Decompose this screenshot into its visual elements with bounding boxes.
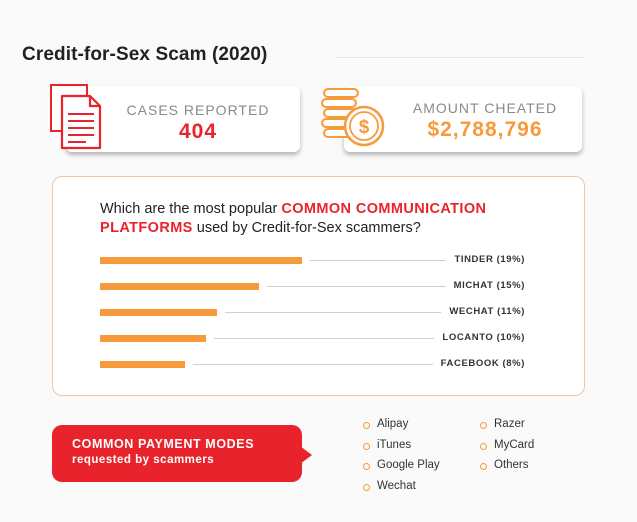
bar-wechat xyxy=(100,309,217,316)
bullet-icon xyxy=(480,422,487,429)
bar-label-locanto: LOCANTO (10%) xyxy=(442,332,525,343)
page-title: Credit-for-Sex Scam (2020) xyxy=(22,44,268,65)
chart-question: Which are the most popular COMMON COMMUN… xyxy=(100,200,560,238)
document-icon xyxy=(50,84,102,150)
question-highlight: COMMON COMMUNICATION PLATFORMS xyxy=(100,201,487,236)
cases-card xyxy=(66,86,300,152)
bullet-icon xyxy=(363,463,370,470)
bar-locanto xyxy=(100,335,207,342)
bar-leader-line xyxy=(193,364,433,365)
payment-mode-item: Alipay xyxy=(377,418,409,430)
bar-tinder xyxy=(100,257,302,264)
payment-mode-item: MyCard xyxy=(494,438,535,451)
bullet-icon xyxy=(480,463,487,470)
bar-facebook xyxy=(100,361,185,368)
coin-stack-icon: $ xyxy=(321,88,385,147)
bar-label-michat: MICHAT (15%) xyxy=(453,280,525,291)
question-part-1: Which are the most popular xyxy=(100,201,282,217)
bar-leader-line xyxy=(224,312,442,313)
bar-leader-line xyxy=(267,286,446,287)
payment-mode-item: iTunes xyxy=(377,438,412,451)
payment-modes-title: COMMON PAYMENT MODES xyxy=(72,437,255,451)
bar-label-facebook: FACEBOOK (8%) xyxy=(440,358,525,369)
amount-card xyxy=(344,86,582,152)
bar-leader-line xyxy=(214,338,435,339)
payment-modes-callout: COMMON PAYMENT MODES requested by scamme… xyxy=(52,425,302,482)
cases-value: 404 xyxy=(178,120,218,143)
bullet-icon xyxy=(363,422,370,429)
payment-mode-item: Google Play xyxy=(377,459,440,471)
svg-text:$: $ xyxy=(359,117,370,138)
bullet-icon xyxy=(363,442,370,450)
payment-mode-item: Wechat xyxy=(377,479,416,492)
payment-mode-item: Others xyxy=(494,459,529,471)
payment-modes-subtitle: requested by scammers xyxy=(72,454,215,466)
payment-mode-item: Razer xyxy=(494,418,525,430)
bar-leader-line xyxy=(309,260,447,261)
bar-label-tinder: TINDER (19%) xyxy=(454,254,525,265)
question-part-2: used by Credit-for-Sex scammers? xyxy=(192,220,421,236)
cases-label: CASES REPORTED xyxy=(126,102,270,118)
title-divider xyxy=(335,57,585,58)
amount-value: $2,788,796 xyxy=(427,118,543,141)
callout-pointer xyxy=(300,446,312,464)
amount-label: AMOUNT CHEATED xyxy=(412,100,558,116)
bullet-icon xyxy=(363,483,370,491)
bar-michat xyxy=(100,283,260,290)
bullet-icon xyxy=(480,442,487,450)
bar-label-wechat: WECHAT (11%) xyxy=(449,306,525,317)
